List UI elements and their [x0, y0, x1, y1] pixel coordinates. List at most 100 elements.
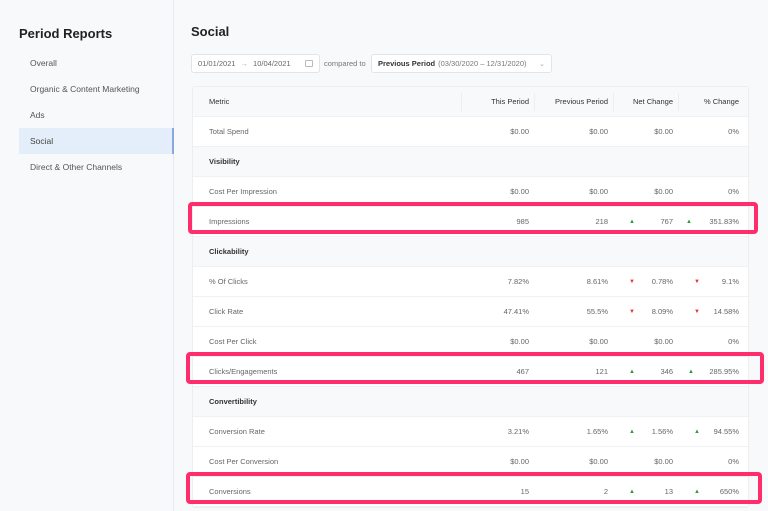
- net-change-value: $0.00: [654, 187, 673, 196]
- sidebar-item-social[interactable]: Social: [19, 128, 174, 154]
- metric-name: Cost Per Conversion: [209, 457, 279, 466]
- table-row: Impressions 985 218 ▲ 767 ▲ 351.83%: [193, 207, 748, 237]
- section-title: Visibility: [209, 157, 240, 166]
- this-period-value: 467: [516, 367, 529, 376]
- up-arrow-icon: ▲: [688, 369, 694, 375]
- sidebar-item-organic-content-marketing[interactable]: Organic & Content Marketing: [30, 84, 140, 94]
- table-row: Cost Per Impression $0.00 $0.00 $0.00 0%: [193, 177, 748, 207]
- table-row: Conversions 15 2 ▲ 13 ▲ 650%: [193, 477, 748, 507]
- this-period-value: 15: [520, 487, 529, 496]
- column-header-metric[interactable]: Metric: [209, 97, 230, 106]
- net-change-value: 0.78%: [651, 277, 673, 286]
- previous-period-value: $0.00: [589, 337, 608, 346]
- previous-period-value: $0.00: [589, 127, 608, 136]
- metric-name: Click Rate: [209, 307, 244, 316]
- metric-name: Cost Per Click: [209, 337, 257, 346]
- up-arrow-icon: ▲: [694, 429, 700, 435]
- metric-name: Conversions: [209, 487, 251, 496]
- up-arrow-icon: ▲: [629, 429, 635, 435]
- previous-period-value: $0.00: [589, 457, 608, 466]
- net-change-value: 1.56%: [651, 427, 673, 436]
- period-range: (03/30/2020 – 12/31/2020): [438, 59, 527, 68]
- column-header-pct-change[interactable]: % Change: [703, 97, 739, 106]
- table-row: Conversion Rate 3.21% 1.65% ▲ 1.56% ▲ 94…: [193, 417, 748, 447]
- sidebar-title: Period Reports: [19, 26, 113, 41]
- arrow-right-icon: →: [240, 59, 249, 68]
- comparison-period-select[interactable]: Previous Period (03/30/2020 – 12/31/2020…: [371, 54, 552, 73]
- previous-period-value: 218: [595, 217, 608, 226]
- net-change-value: 13: [664, 487, 673, 496]
- table-row: Cost Per Click $0.00 $0.00 $0.00 0%: [193, 327, 748, 357]
- column-divider: [678, 93, 679, 111]
- column-divider: [461, 93, 462, 111]
- table-row: Click Rate 47.41% 55.5% ▼ 8.09% ▼ 14.58%: [193, 297, 748, 327]
- up-arrow-icon: ▲: [686, 219, 692, 225]
- pct-change-value: 650%: [719, 487, 739, 496]
- previous-period-value: 1.65%: [586, 427, 608, 436]
- end-date[interactable]: 10/04/2021: [253, 59, 291, 68]
- net-change-value: $0.00: [654, 127, 673, 136]
- start-date[interactable]: 01/01/2021: [198, 59, 236, 68]
- pct-change-value: 0%: [728, 457, 739, 466]
- net-change-value: 8.09%: [651, 307, 673, 316]
- table-row: % Of Clicks 7.82% 8.61% ▼ 0.78% ▼ 9.1%: [193, 267, 748, 297]
- previous-period-value: $0.00: [589, 187, 608, 196]
- pct-change-value: 14.58%: [713, 307, 739, 316]
- sidebar-item-ads[interactable]: Ads: [30, 110, 45, 120]
- section-row: Clickability: [193, 237, 748, 267]
- previous-period-value: 8.61%: [586, 277, 608, 286]
- column-divider: [613, 93, 614, 111]
- this-period-value: $0.00: [510, 457, 529, 466]
- calendar-icon[interactable]: [305, 60, 313, 67]
- this-period-value: 7.82%: [507, 277, 529, 286]
- date-range-picker[interactable]: 01/01/2021 → 10/04/2021: [191, 54, 320, 73]
- net-change-value: 346: [660, 367, 673, 376]
- this-period-value: $0.00: [510, 127, 529, 136]
- down-arrow-icon: ▼: [694, 309, 700, 315]
- this-period-value: $0.00: [510, 187, 529, 196]
- column-divider: [534, 93, 535, 111]
- section-row: Visibility: [193, 147, 748, 177]
- up-arrow-icon: ▲: [629, 369, 635, 375]
- metric-name: Conversion Rate: [209, 427, 265, 436]
- this-period-value: 3.21%: [507, 427, 529, 436]
- metric-name: % Of Clicks: [209, 277, 248, 286]
- pct-change-value: 351.83%: [709, 217, 739, 226]
- column-header-net-change[interactable]: Net Change: [632, 97, 673, 106]
- previous-period-value: 121: [595, 367, 608, 376]
- previous-period-value: 2: [603, 487, 608, 496]
- compared-to-label: compared to: [324, 59, 366, 68]
- up-arrow-icon: ▲: [629, 489, 635, 495]
- pct-change-value: 0%: [728, 127, 739, 136]
- column-header-previous-period[interactable]: Previous Period: [555, 97, 608, 106]
- pct-change-value: 0%: [728, 187, 739, 196]
- this-period-value: 47.41%: [503, 307, 529, 316]
- metric-name: Cost Per Impression: [209, 187, 277, 196]
- previous-period-value: 55.5%: [586, 307, 608, 316]
- table-row: Cost Per Conversion $0.00 $0.00 $0.00 0%: [193, 447, 748, 477]
- metric-name: Total Spend: [209, 127, 249, 136]
- section-title: Clickability: [209, 247, 249, 256]
- up-arrow-icon: ▲: [694, 489, 700, 495]
- down-arrow-icon: ▼: [629, 279, 635, 285]
- column-header-this-period[interactable]: This Period: [491, 97, 529, 106]
- metric-name: Impressions: [209, 217, 250, 226]
- chevron-down-icon: ⌄: [539, 60, 545, 68]
- down-arrow-icon: ▼: [629, 309, 635, 315]
- sidebar-item-overall[interactable]: Overall: [30, 58, 57, 68]
- metric-name: Clicks/Engagements: [209, 367, 278, 376]
- section-title: Convertibility: [209, 397, 257, 406]
- pct-change-value: 285.95%: [709, 367, 739, 376]
- net-change-value: $0.00: [654, 337, 673, 346]
- net-change-value: 767: [660, 217, 673, 226]
- metrics-table: Metric This Period Previous Period Net C…: [192, 86, 749, 508]
- period-label: Previous Period: [378, 59, 436, 68]
- table-row: Total Spend $0.00 $0.00 $0.00 0%: [193, 117, 748, 147]
- sidebar-item-direct-other-channels[interactable]: Direct & Other Channels: [30, 162, 123, 172]
- pct-change-value: 9.1%: [721, 277, 739, 286]
- this-period-value: $0.00: [510, 337, 529, 346]
- page-title: Social: [191, 24, 230, 39]
- this-period-value: 985: [516, 217, 529, 226]
- table-header: Metric This Period Previous Period Net C…: [193, 87, 748, 117]
- down-arrow-icon: ▼: [694, 279, 700, 285]
